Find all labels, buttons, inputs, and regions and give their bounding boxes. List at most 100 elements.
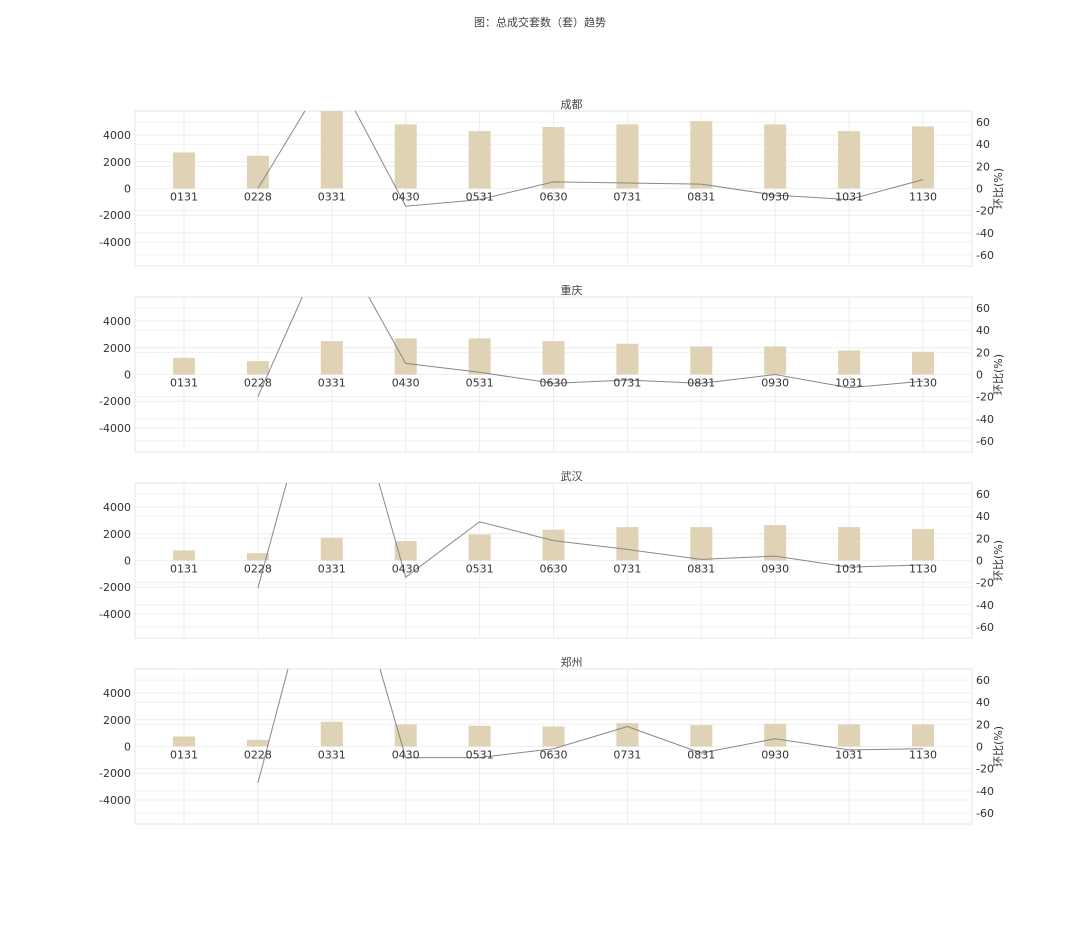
bars <box>173 721 934 747</box>
bar-0831 <box>690 346 713 375</box>
y2-tick-label: -20 <box>976 577 994 590</box>
y-tick-label: 0 <box>124 555 131 568</box>
bar-1130 <box>912 126 934 189</box>
bar-0731 <box>616 343 639 375</box>
x-tick-label: 0331 <box>318 749 346 762</box>
x-tick-label: 0131 <box>170 377 198 390</box>
y2-axis-label: 环比(%) <box>992 726 1005 767</box>
y-tick-label: 0 <box>124 369 131 382</box>
bar-0228 <box>246 739 269 747</box>
bar-1130 <box>912 529 934 561</box>
bar-0430 <box>394 724 417 747</box>
y-tick-label: 4000 <box>103 501 131 514</box>
bar-0131 <box>173 550 195 561</box>
bar-1031 <box>838 724 861 747</box>
y-tick-label: -2000 <box>99 581 131 594</box>
x-tick-label: 0430 <box>392 563 420 576</box>
bar-0731 <box>616 527 639 561</box>
bar-0930 <box>764 723 787 747</box>
y-tick-label: 2000 <box>103 342 131 355</box>
x-tick-label: 0831 <box>687 749 715 762</box>
y-tick-label: -2000 <box>99 767 131 780</box>
x-tick-label: 0630 <box>540 563 568 576</box>
y2-tick-label: 20 <box>976 160 990 173</box>
bar-0731 <box>616 124 639 189</box>
y2-tick-label: 40 <box>976 696 990 709</box>
y-tick-label: -2000 <box>99 395 131 408</box>
bar-0131 <box>173 736 195 747</box>
bar-0630 <box>542 127 565 189</box>
bar-0831 <box>690 121 713 189</box>
x-tick-label: 0731 <box>613 191 641 204</box>
panel-title: 成都 <box>561 98 583 111</box>
bar-0930 <box>764 346 787 375</box>
y2-tick-label: 0 <box>976 183 983 196</box>
x-tick-label: 0930 <box>761 563 789 576</box>
mom-line <box>257 111 924 207</box>
y2-tick-label: 0 <box>976 555 983 568</box>
y2-tick-label: -40 <box>976 599 994 612</box>
x-tick-label: 0430 <box>392 377 420 390</box>
x-tick-label: 0630 <box>540 377 568 390</box>
y2-tick-label: -60 <box>976 621 994 634</box>
y2-axis-label: 环比(%) <box>992 354 1005 395</box>
y2-tick-label: -40 <box>976 227 994 240</box>
y2-tick-label: 60 <box>976 116 990 129</box>
x-tick-label: 0331 <box>318 191 346 204</box>
panel-title: 武汉 <box>561 470 583 483</box>
bar-0630 <box>542 726 565 747</box>
mom-line <box>257 669 924 784</box>
y2-tick-label: 20 <box>976 532 990 545</box>
x-tick-label: 1130 <box>909 191 937 204</box>
y2-tick-label: 0 <box>976 369 983 382</box>
y-tick-label: -4000 <box>99 236 131 249</box>
bar-0831 <box>690 725 713 747</box>
y2-tick-label: 60 <box>976 302 990 315</box>
panel-title: 郑州 <box>561 655 583 669</box>
x-tick-label: 0930 <box>761 191 789 204</box>
mom-line <box>257 297 924 397</box>
y2-tick-label: -60 <box>976 435 994 448</box>
bar-0531 <box>468 725 491 747</box>
x-tick-label: 1130 <box>909 749 937 762</box>
x-tick-label: 0531 <box>466 377 494 390</box>
y2-tick-label: 60 <box>976 488 990 501</box>
panel-3: 0131 0228 0331 0430 0531 0630 0731 0831 0930 1031… <box>99 470 1005 639</box>
bars <box>173 111 934 189</box>
bar-0228 <box>246 361 269 375</box>
x-tick-label: 0430 <box>392 191 420 204</box>
y-tick-label: 4000 <box>103 315 131 328</box>
x-tick-label: 1031 <box>835 563 863 576</box>
bar-0331 <box>320 721 343 747</box>
bar-1130 <box>912 351 934 375</box>
bar-0430 <box>394 541 417 561</box>
bar-0531 <box>468 338 491 375</box>
x-tick-label: 0731 <box>613 377 641 390</box>
y2-tick-label: 60 <box>976 674 990 687</box>
bar-0131 <box>173 357 195 375</box>
bar-0930 <box>764 124 787 189</box>
x-tick-label: 0930 <box>761 377 789 390</box>
y-tick-label: -4000 <box>99 608 131 621</box>
bar-0131 <box>173 152 195 189</box>
x-tick-label: 0131 <box>170 749 198 762</box>
y-tick-label: 2000 <box>103 714 131 727</box>
x-tick-label: 0228 <box>244 563 272 576</box>
y2-tick-label: 40 <box>976 324 990 337</box>
bar-0331 <box>320 537 343 561</box>
bars <box>173 525 934 561</box>
bar-0531 <box>468 131 491 189</box>
bar-0630 <box>542 341 565 375</box>
bar-0831 <box>690 527 713 561</box>
y-tick-label: 2000 <box>103 156 131 169</box>
x-tick-label: 1031 <box>835 749 863 762</box>
x-tick-label: 0630 <box>540 749 568 762</box>
y2-tick-label: -20 <box>976 391 994 404</box>
y2-tick-label: 20 <box>976 346 990 359</box>
panel-title: 重庆 <box>561 283 583 297</box>
x-tick-label: 0630 <box>540 191 568 204</box>
y-tick-label: 0 <box>124 741 131 754</box>
bar-1031 <box>838 350 861 375</box>
bars <box>173 338 934 375</box>
